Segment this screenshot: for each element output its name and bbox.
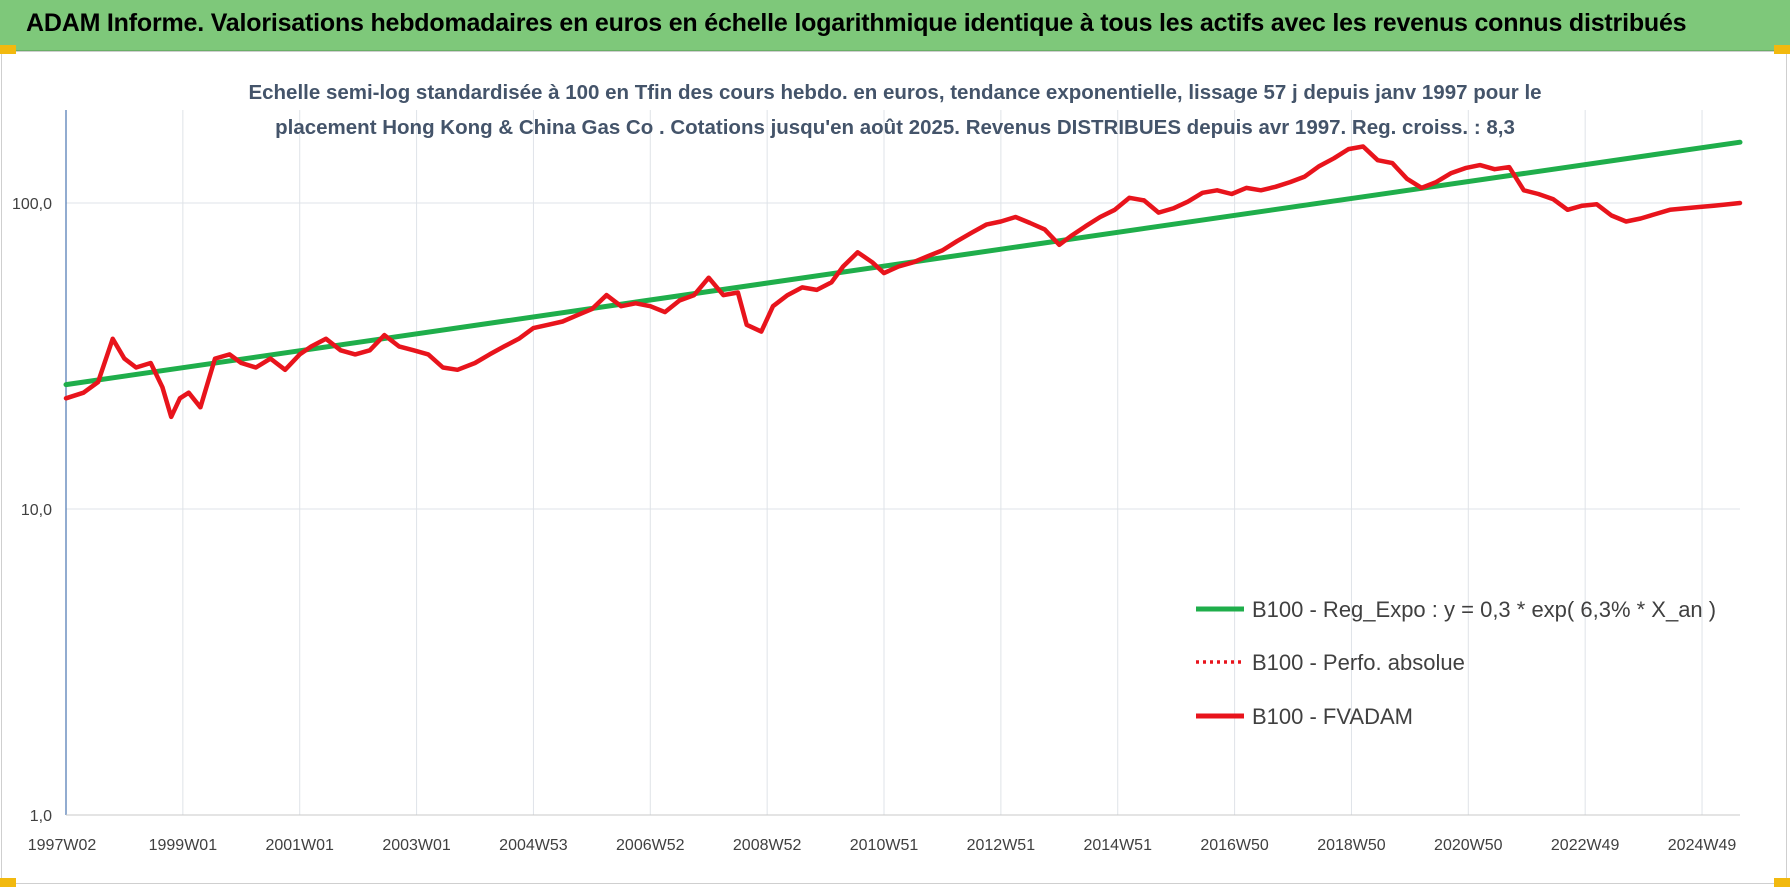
- x-tick-label: 2014W51: [1083, 837, 1152, 854]
- corner-marker-bottom-left: [0, 878, 16, 887]
- legend-label-0: B100 - Reg_Expo : y = 0,3 * exp( 6,3% * …: [1252, 597, 1716, 622]
- x-tick-labels: 1997W02 1999W01 2001W01 2003W01 2004W53 2006W…: [28, 837, 1737, 854]
- axes: [65, 110, 1740, 816]
- y-tick-label: 100,0: [12, 196, 52, 213]
- x-tick-label: 2018W50: [1317, 837, 1386, 854]
- corner-marker-bottom-right: [1774, 878, 1790, 887]
- x-tick-label: 2022W49: [1551, 837, 1620, 854]
- x-tick-label: 2016W50: [1200, 837, 1269, 854]
- y-tick-label: 1,0: [30, 808, 52, 825]
- legend-label-2: B100 - FVADAM: [1252, 704, 1413, 729]
- report-title: ADAM Informe. Valorisations hebdomadaire…: [26, 9, 1687, 37]
- chart-subtitle-line-2: placement Hong Kong & China Gas Co . Cot…: [275, 116, 1515, 139]
- grid-lines: [66, 110, 1740, 815]
- x-tick-label: 2003W01: [382, 837, 451, 854]
- y-tick-label: 10,0: [21, 502, 52, 519]
- series-line-2: [63, 144, 1743, 420]
- chart-subtitle-line-1: Echelle semi-log standardisée à 100 en T…: [248, 81, 1541, 104]
- x-tick-label: 2006W52: [616, 837, 685, 854]
- x-tick-label: 1999W01: [149, 837, 218, 854]
- x-tick-label: 2012W51: [967, 837, 1036, 854]
- x-tick-label: 2008W52: [733, 837, 802, 854]
- corner-marker-top-left: [0, 45, 16, 54]
- x-tick-label: 2010W51: [850, 837, 919, 854]
- x-tick-label: 2001W01: [265, 837, 334, 854]
- x-tick-label: 2024W49: [1668, 837, 1737, 854]
- header-bar: ADAM Informe. Valorisations hebdomadaire…: [0, 0, 1790, 51]
- x-tick-label: 2020W50: [1434, 837, 1503, 854]
- x-tick-label: 2004W53: [499, 837, 568, 854]
- legend-label-1: B100 - Perfo. absolue: [1252, 650, 1465, 675]
- y-tick-labels: 1,0 10,0 100,0: [12, 196, 52, 825]
- chart-frame: [1, 51, 1787, 884]
- corner-marker-top-right: [1774, 45, 1790, 54]
- series-group: [63, 139, 1743, 420]
- legend: B100 - Reg_Expo : y = 0,3 * exp( 6,3% * …: [1196, 597, 1716, 729]
- x-tick-label: 1997W02: [28, 837, 97, 854]
